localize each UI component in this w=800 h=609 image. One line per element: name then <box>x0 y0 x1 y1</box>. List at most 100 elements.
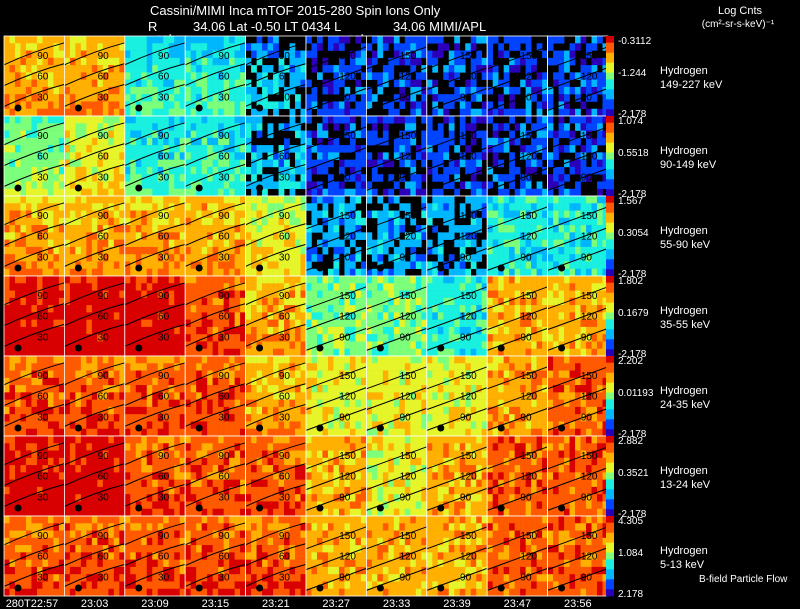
heatmap-cell <box>174 290 181 299</box>
heatmap-cell <box>157 232 164 240</box>
heatmap-cell <box>190 181 197 190</box>
heatmap-cell <box>443 166 450 175</box>
heatmap-cell <box>443 319 450 328</box>
heatmap-cell <box>179 65 186 73</box>
contour-line <box>426 126 488 150</box>
heatmap-cell <box>135 166 142 175</box>
heatmap-cell <box>69 50 76 59</box>
heatmap-cell <box>64 210 71 219</box>
heatmap-cell <box>218 101 224 110</box>
heatmap-cell <box>465 319 472 328</box>
heatmap-cell <box>459 101 466 110</box>
heatmap-cell <box>360 43 367 51</box>
heatmap-cell <box>113 217 120 226</box>
heatmap-cell <box>53 297 60 306</box>
heatmap-cell <box>520 297 526 306</box>
heatmap-cell <box>174 414 181 422</box>
heatmap-cell <box>569 254 576 262</box>
heatmap-cell <box>536 203 543 211</box>
heatmap-cell <box>146 116 153 124</box>
heatmap-cell <box>240 101 246 110</box>
heatmap-cell <box>267 181 274 190</box>
heatmap-cell <box>25 188 32 197</box>
heatmap-cell <box>212 203 219 211</box>
heatmap-cell <box>421 159 428 168</box>
heatmap-cell <box>459 305 466 313</box>
heatmap-cell <box>498 145 504 153</box>
heatmap-cell <box>124 385 131 393</box>
heatmap-cell <box>349 348 356 357</box>
heatmap-cell <box>399 246 406 255</box>
heatmap-cell <box>80 50 87 59</box>
heatmap-cell <box>47 305 54 313</box>
heatmap-cell <box>558 334 565 342</box>
heatmap-cell <box>25 116 32 124</box>
heatmap-cell <box>102 116 109 124</box>
heatmap-cell <box>58 232 65 240</box>
heatmap-cell <box>234 326 241 335</box>
heatmap-cell <box>218 145 224 153</box>
heatmap-cell <box>190 348 197 357</box>
heatmap-cell <box>300 174 307 182</box>
heatmap-cell <box>503 261 510 270</box>
heatmap-cell <box>443 305 450 313</box>
heatmap-cell <box>514 326 521 335</box>
heatmap-cell <box>86 297 93 306</box>
heatmap-cell <box>355 152 362 160</box>
heatmap-cell <box>130 406 137 415</box>
heatmap-cell <box>141 152 148 160</box>
heatmap-cell <box>311 94 318 102</box>
heatmap-cell <box>218 210 224 219</box>
heatmap-cell <box>602 43 609 51</box>
heatmap-cell <box>295 239 301 248</box>
heatmap-cell <box>300 72 307 80</box>
contour-line <box>3 163 65 187</box>
heatmap-cell <box>586 312 592 320</box>
heatmap-cell <box>25 196 32 204</box>
heatmap-cell <box>448 225 455 233</box>
heatmap-cell <box>124 254 131 262</box>
heatmap-cell <box>366 290 373 299</box>
heatmap-cell <box>229 65 235 73</box>
heatmap-cell <box>141 145 148 153</box>
heatmap-cell <box>58 392 65 400</box>
heatmap-cell <box>333 239 340 248</box>
heatmap-cell <box>152 86 159 95</box>
heatmap-cell <box>553 57 559 66</box>
heatmap-cell <box>349 254 356 262</box>
heatmap-cell <box>355 50 362 59</box>
heatmap-cell <box>234 225 241 233</box>
contour-label: 60 <box>98 152 110 163</box>
heatmap-cell <box>476 297 483 306</box>
heatmap-cell <box>174 370 181 379</box>
heatmap-cell <box>69 232 76 240</box>
heatmap-cell <box>20 246 27 255</box>
heatmap-cell <box>240 123 246 131</box>
heatmap-cell <box>190 305 197 313</box>
position-r-label: R <box>148 19 157 34</box>
heatmap-cell <box>9 363 16 371</box>
heatmap-cell <box>97 305 104 313</box>
heatmap-cell <box>80 181 87 190</box>
heatmap-cell <box>196 36 202 44</box>
heatmap-cell <box>399 276 406 284</box>
heatmap-cell <box>432 137 439 146</box>
heatmap-cell <box>415 174 422 182</box>
heatmap-cell <box>146 123 153 131</box>
heatmap-cell <box>377 268 384 277</box>
contour-line <box>487 307 548 331</box>
heatmap-cell <box>146 254 153 262</box>
heatmap-cell <box>212 130 219 139</box>
heatmap-cell <box>421 86 428 95</box>
heatmap-cell <box>86 254 93 262</box>
heatmap-cell <box>25 326 32 335</box>
heatmap-cell <box>487 210 493 219</box>
heatmap-cell <box>415 297 422 306</box>
heatmap-cell <box>207 225 213 233</box>
heatmap-cell <box>448 203 455 211</box>
heatmap-cell <box>426 239 433 248</box>
heatmap-cell <box>597 246 603 255</box>
heatmap-cell <box>459 239 466 248</box>
